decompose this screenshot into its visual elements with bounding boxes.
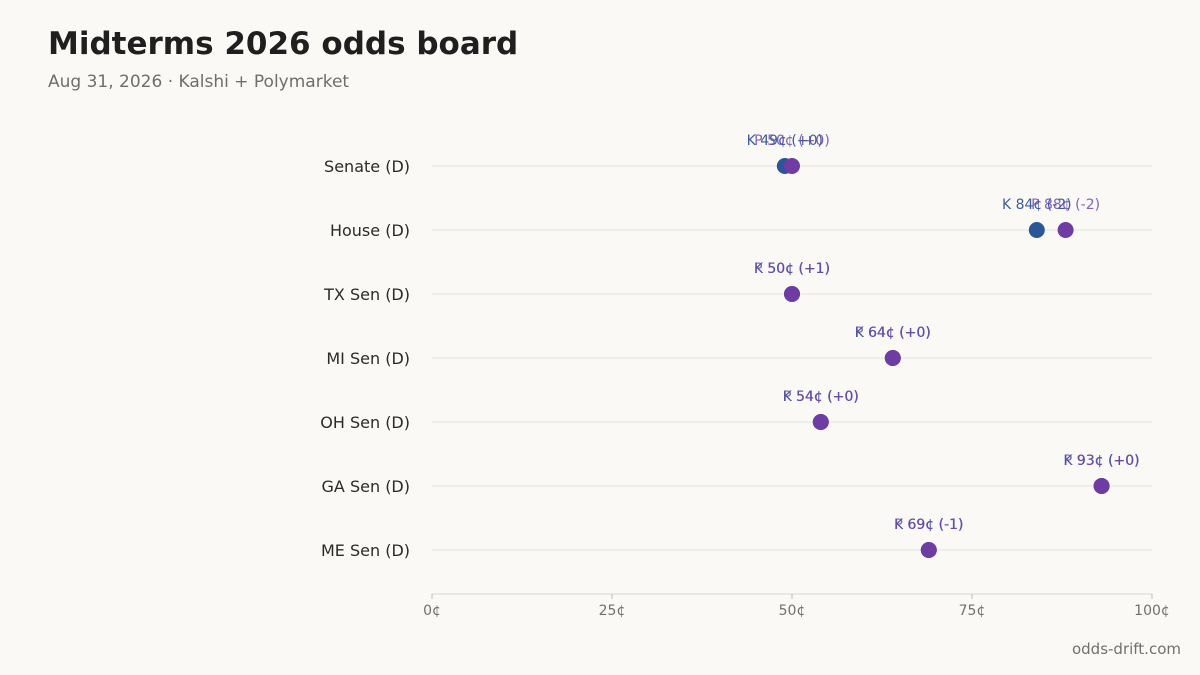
dot-data-label: K 84¢ (-2) [1002, 197, 1072, 213]
race-label: TX Sen (D) [323, 285, 410, 304]
dot-data-label: P 50¢ (+0) [754, 133, 830, 149]
dot-data-label: P 88¢ (-2) [1031, 197, 1100, 213]
dot-data-label: K 69¢ (-1) [894, 517, 964, 533]
polymarket-dot [1057, 222, 1074, 238]
race-label: MI Sen (D) [326, 349, 410, 368]
polymarket-dot [884, 350, 901, 366]
x-tick-label: 0¢ [423, 603, 441, 619]
polymarket-dot [1093, 478, 1110, 494]
dot-data-label: K 54¢ (+0) [783, 389, 859, 405]
polymarket-dot [784, 158, 800, 174]
dot-data-label: P 93¢ (+0) [1064, 453, 1140, 469]
race-label: ME Sen (D) [321, 541, 410, 560]
polymarket-dot [784, 286, 800, 302]
dot-data-label: P 54¢ (+0) [783, 389, 859, 405]
dot-data-label: K 93¢ (+0) [1063, 453, 1139, 469]
x-tick-label: 75¢ [959, 603, 986, 619]
x-tick-label: 25¢ [599, 603, 626, 619]
chart-title: Midterms 2026 odds board [48, 26, 519, 62]
dot-data-label: P 50¢ (+1) [754, 261, 830, 277]
dot-data-label: P 69¢ (-1) [894, 517, 963, 533]
dot-data-label: K 49¢ (+0) [747, 133, 823, 149]
x-tick-label: 100¢ [1134, 603, 1170, 619]
source-credit: odds-drift.com [1071, 640, 1181, 658]
polymarket-dot [812, 414, 829, 430]
race-label: Senate (D) [324, 157, 410, 176]
polymarket-dot [920, 542, 937, 558]
kalshi-dot [1028, 222, 1045, 238]
dot-data-label: K 50¢ (+1) [754, 261, 830, 277]
dot-data-label: P 64¢ (+0) [855, 325, 931, 341]
race-label: GA Sen (D) [322, 477, 410, 496]
dot-data-label: K 64¢ (+0) [855, 325, 931, 341]
x-tick-label: 50¢ [779, 603, 806, 619]
race-label: House (D) [330, 221, 410, 240]
chart-subtitle: Aug 31, 2026 · Kalshi + Polymarket [48, 72, 350, 92]
race-label: OH Sen (D) [320, 413, 410, 432]
